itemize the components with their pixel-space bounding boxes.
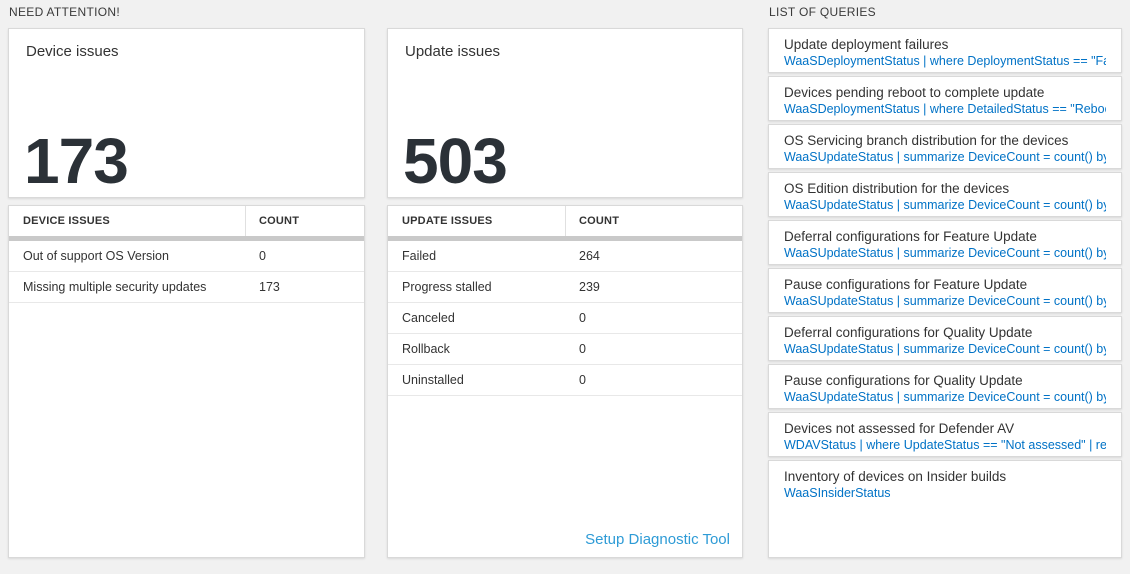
query-list-item[interactable]: Devices not assessed for Defender AV WDAV… — [768, 412, 1122, 457]
update-issues-table-header: UPDATE ISSUES COUNT — [388, 206, 742, 236]
issue-label: Rollback — [402, 342, 450, 356]
query-list-item[interactable]: Devices pending reboot to complete updat… — [768, 76, 1122, 121]
query-list-item[interactable]: Inventory of devices on Insider builds Wa… — [768, 460, 1122, 558]
table-row[interactable]: Canceled 0 — [388, 303, 742, 334]
issue-label: Uninstalled — [402, 373, 464, 387]
query-list-item[interactable]: Deferral configurations for Feature Upda… — [768, 220, 1122, 265]
issue-label: Canceled — [402, 311, 455, 325]
update-issues-tile[interactable]: Update issues 503 — [387, 28, 743, 198]
update-issues-rows: Failed 264 Progress stalled 239 Canceled 0 Rol… — [388, 241, 742, 396]
table-row[interactable]: Rollback 0 — [388, 334, 742, 365]
query-list-item[interactable]: OS Servicing branch distribution for the… — [768, 124, 1122, 169]
device-issues-table: DEVICE ISSUES COUNT Out of support OS Ve… — [8, 205, 365, 558]
query-code: WaaSInsiderStatus — [784, 486, 891, 500]
query-code: WaaSUpdateStatus | summarize DeviceCount… — [784, 294, 1106, 308]
query-code: WaaSUpdateStatus | summarize DeviceCount… — [784, 390, 1106, 404]
issue-count: 239 — [579, 280, 600, 294]
device-issues-count: 173 — [24, 125, 129, 197]
update-issues-title: Update issues — [405, 43, 501, 60]
query-name: Pause configurations for Quality Update — [784, 373, 1023, 388]
table-header-separator — [9, 236, 364, 241]
query-code: WaaSDeploymentStatus | where DeploymentS… — [784, 54, 1106, 68]
query-name: Update deployment failures — [784, 37, 949, 52]
query-name: OS Servicing branch distribution for the… — [784, 133, 1069, 148]
issue-count: 0 — [579, 373, 586, 387]
queries-list: Update deployment failures WaaSDeployment… — [768, 28, 1122, 558]
issue-count: 264 — [579, 249, 600, 263]
query-name: Inventory of devices on Insider builds — [784, 469, 1007, 484]
update-issues-column-header: UPDATE ISSUES — [388, 206, 566, 236]
device-issues-rows: Out of support OS Version 0 Missing multip… — [9, 241, 364, 303]
query-code: WDAVStatus | where UpdateStatus == "Not … — [784, 438, 1106, 452]
device-issues-title: Device issues — [26, 43, 119, 60]
issue-count: 0 — [579, 311, 586, 325]
device-issues-column-header: DEVICE ISSUES — [9, 206, 246, 236]
table-row[interactable]: Out of support OS Version 0 — [9, 241, 364, 272]
need-attention-section-title: NEED ATTENTION! — [9, 5, 120, 19]
query-list-item[interactable]: Pause configurations for Feature Update W… — [768, 268, 1122, 313]
query-list-item[interactable]: Update deployment failures WaaSDeployment… — [768, 28, 1122, 73]
query-list-item[interactable]: Deferral configurations for Quality Upda… — [768, 316, 1122, 361]
issue-label: Missing multiple security updates — [23, 280, 207, 294]
list-of-queries-section-title: LIST OF QUERIES — [769, 5, 876, 19]
update-issues-count: 503 — [403, 125, 508, 197]
issue-label: Failed — [402, 249, 437, 263]
query-list-item[interactable]: OS Edition distribution for the devices W… — [768, 172, 1122, 217]
query-code: WaaSUpdateStatus | summarize DeviceCount… — [784, 342, 1106, 356]
query-name: OS Edition distribution for the devices — [784, 181, 1010, 196]
issue-count: 0 — [259, 249, 266, 263]
issue-label: Progress stalled — [402, 280, 492, 294]
table-row[interactable]: Missing multiple security updates 173 — [9, 272, 364, 303]
table-row[interactable]: Uninstalled 0 — [388, 365, 742, 396]
table-row[interactable]: Progress stalled 239 — [388, 272, 742, 303]
device-issues-tile[interactable]: Device issues 173 — [8, 28, 365, 198]
table-header-separator — [388, 236, 742, 241]
query-name: Deferral configurations for Quality Upda… — [784, 325, 1033, 340]
query-code: WaaSDeploymentStatus | where DetailedSta… — [784, 102, 1106, 116]
query-code: WaaSUpdateStatus | summarize DeviceCount… — [784, 150, 1106, 164]
query-code: WaaSUpdateStatus | summarize DeviceCount… — [784, 198, 1106, 212]
issue-count: 173 — [259, 280, 280, 294]
count-column-header: COUNT — [259, 215, 300, 227]
device-issues-table-header: DEVICE ISSUES COUNT — [9, 206, 364, 236]
setup-diagnostic-tool-link[interactable]: Setup Diagnostic Tool — [585, 531, 730, 548]
query-name: Devices pending reboot to complete updat… — [784, 85, 1045, 100]
issue-count: 0 — [579, 342, 586, 356]
query-list-item[interactable]: Pause configurations for Quality Update W… — [768, 364, 1122, 409]
table-row[interactable]: Failed 264 — [388, 241, 742, 272]
update-issues-table: UPDATE ISSUES COUNT Failed 264 Progress st… — [387, 205, 743, 558]
count-column-header: COUNT — [579, 215, 620, 227]
query-code: WaaSUpdateStatus | summarize DeviceCount… — [784, 246, 1106, 260]
query-name: Pause configurations for Feature Update — [784, 277, 1028, 292]
issue-label: Out of support OS Version — [23, 249, 169, 263]
query-name: Devices not assessed for Defender AV — [784, 421, 1015, 436]
query-name: Deferral configurations for Feature Upda… — [784, 229, 1037, 244]
